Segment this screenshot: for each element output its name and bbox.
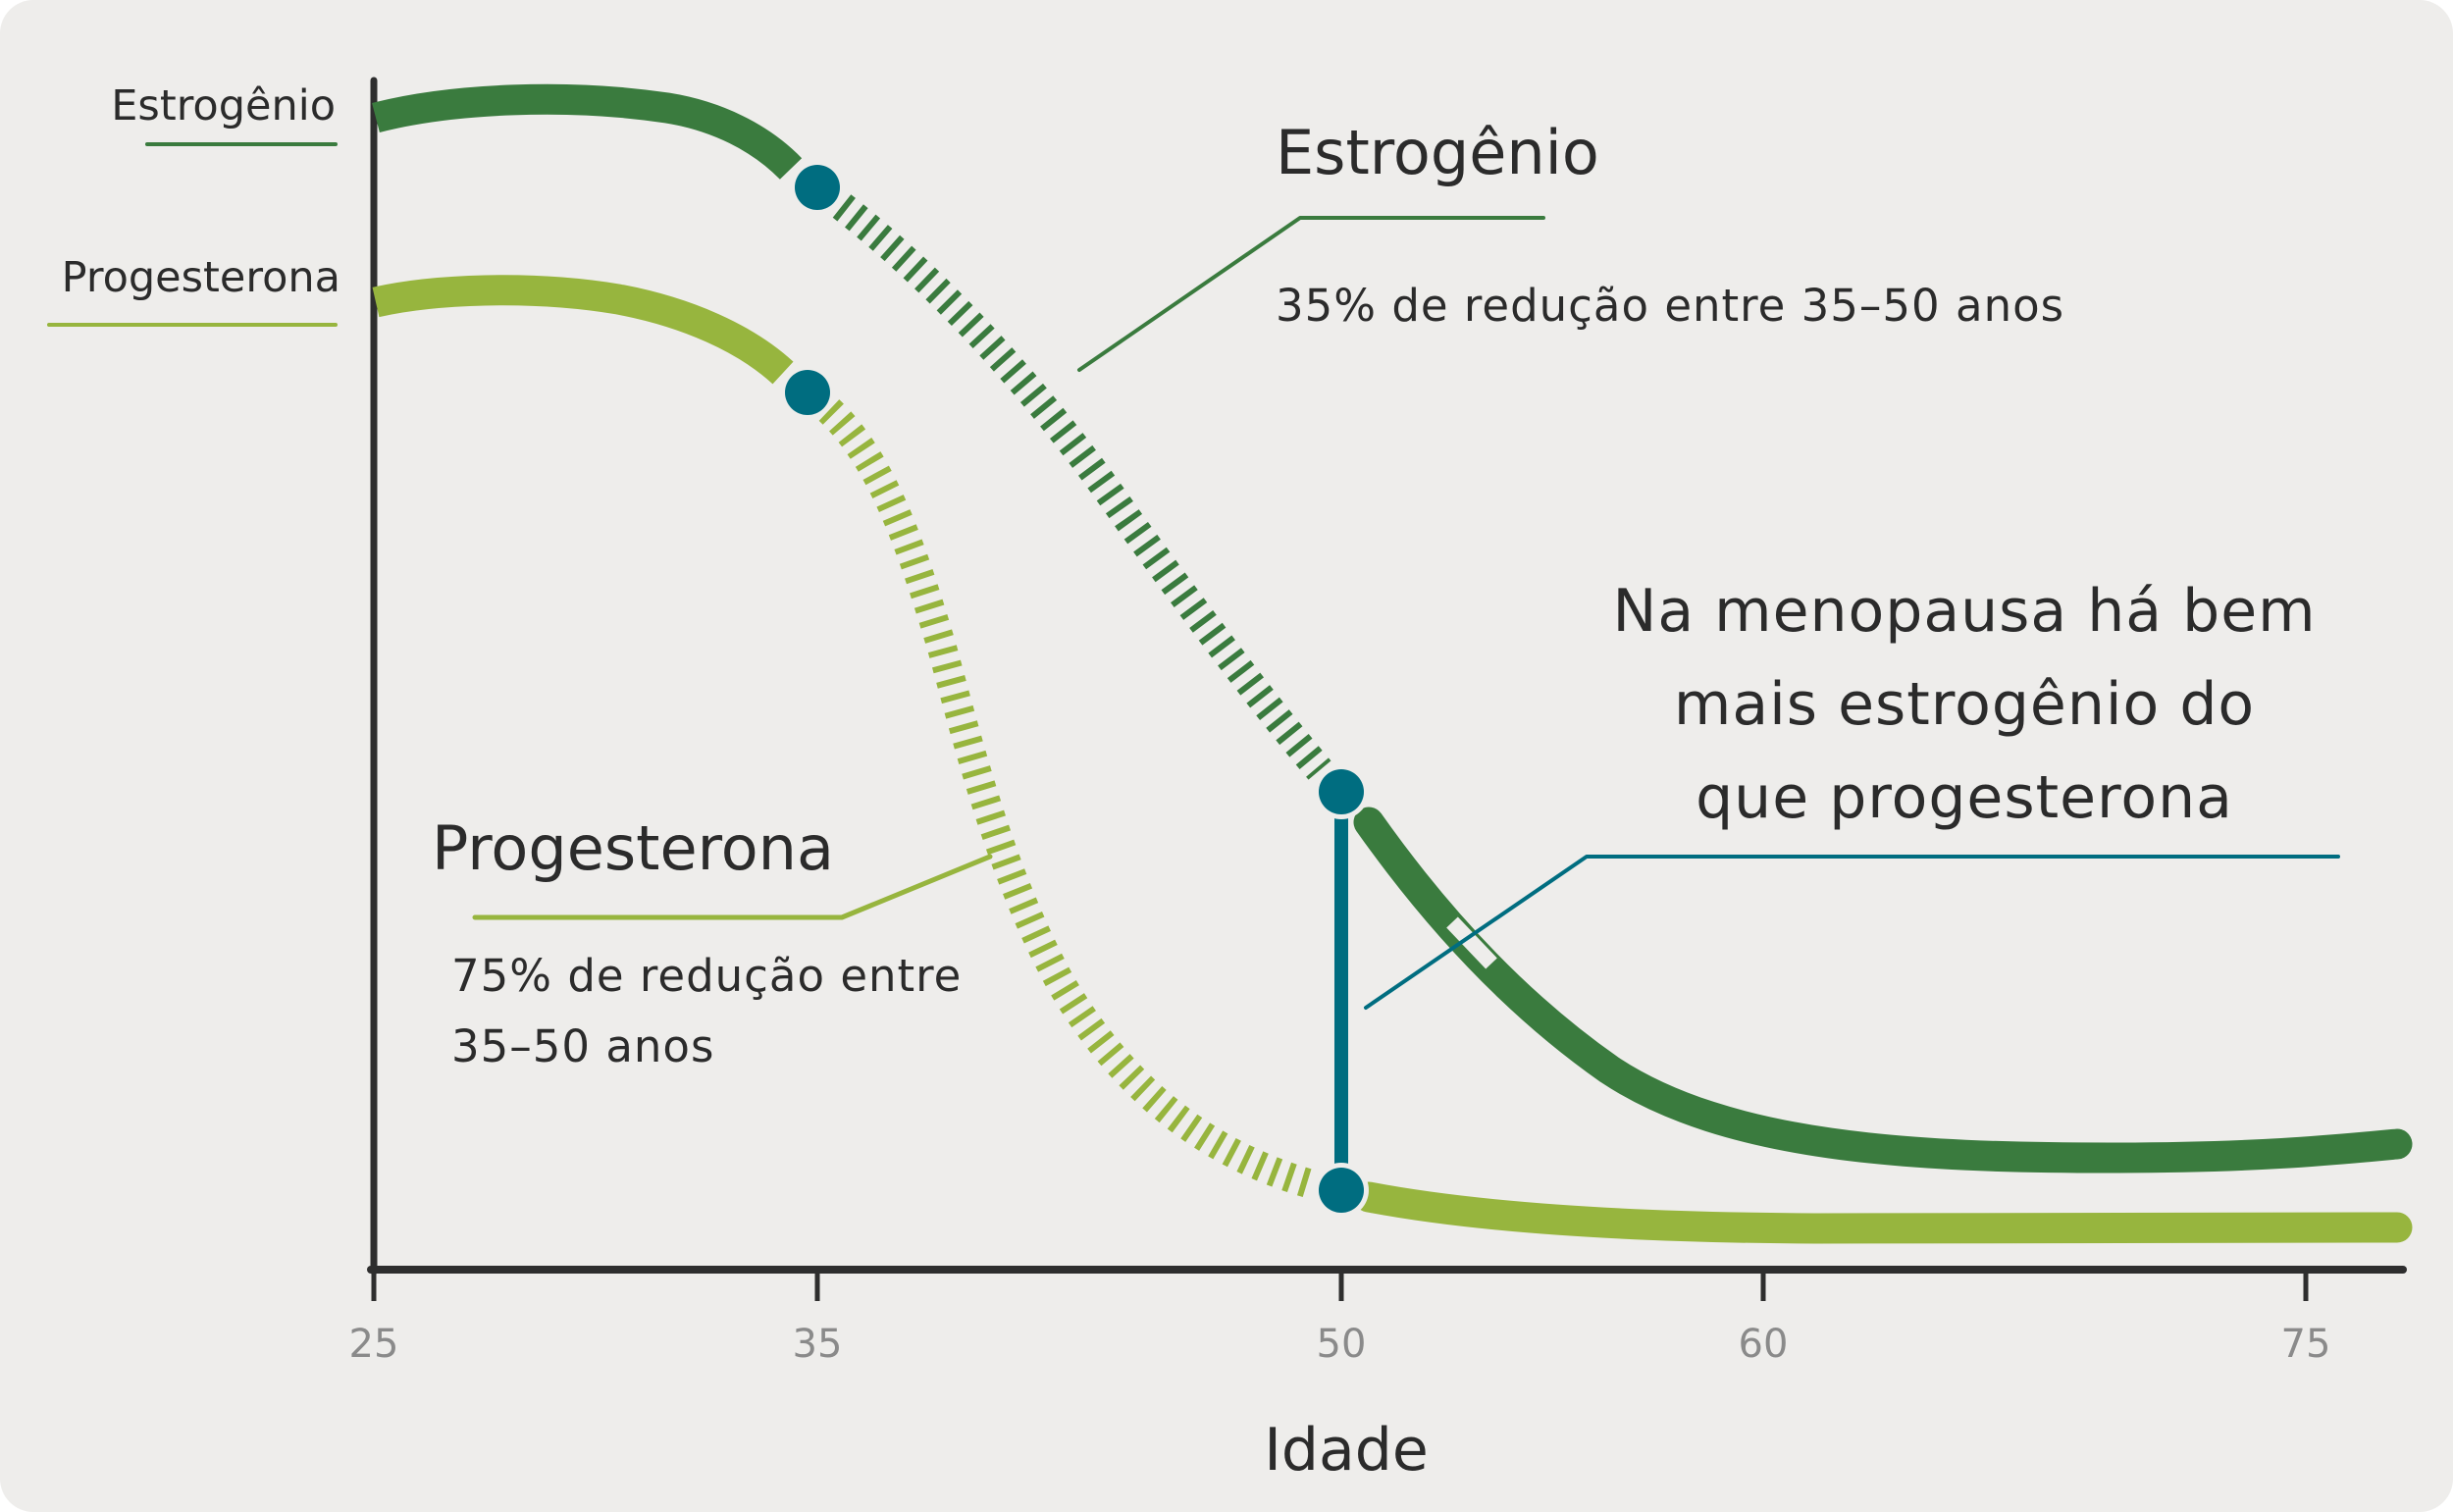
progesterone-marker-35 xyxy=(785,370,830,415)
x-tick-label-35: 35 xyxy=(793,1322,843,1367)
estrogen-marker-50 xyxy=(1319,769,1364,814)
menopause-callout-line-2: mais estrogênio do xyxy=(1674,670,2255,739)
estrogen-line-dashed xyxy=(832,194,1331,780)
estrogen-line-solid-early xyxy=(372,83,803,181)
progesterone-annotation-title: Progesterona xyxy=(432,812,834,884)
progesterone-annotation-note-1: 75% de redução entre xyxy=(451,950,962,1002)
menopause-callout-line-1: Na menopausa há bem xyxy=(1612,577,2316,646)
progesterone-marker-50 xyxy=(1319,1168,1364,1213)
markers xyxy=(780,160,1369,1218)
x-tick-label-75: 75 xyxy=(2281,1322,2331,1367)
progesterone-annotation-note-2: 35–50 anos xyxy=(451,1020,714,1072)
menopause-leader-line xyxy=(1364,855,2340,1010)
progesterone-line-dashed xyxy=(818,399,1320,1200)
estrogen-annotation-note: 35% de redução entre 35–50 anos xyxy=(1276,280,2064,332)
progesterone-leader-line xyxy=(472,854,993,920)
estrogen-line-solid-late xyxy=(1353,807,2413,1173)
legend-label-estrogen: Estrogênio xyxy=(111,81,336,130)
progesterone-line-solid-early xyxy=(372,275,794,385)
callout-gap xyxy=(1446,916,1497,969)
x-axis-ticks xyxy=(371,1270,2309,1301)
legend-label-progesterone: Progesterona xyxy=(62,253,340,302)
x-tick-label-50: 50 xyxy=(1317,1322,1367,1367)
x-tick-label-25: 25 xyxy=(349,1322,399,1367)
x-axis-label: Idade xyxy=(1264,1416,1429,1485)
progesterone-line-solid-late xyxy=(1353,1181,2413,1244)
estrogen-annotation-title: Estrogênio xyxy=(1276,117,1599,188)
estrogen-marker-35 xyxy=(795,165,840,210)
menopause-callout-line-3: que progesterona xyxy=(1696,763,2233,832)
estrogen-leader-line xyxy=(1077,216,1545,372)
x-tick-label-60: 60 xyxy=(1739,1322,1789,1367)
